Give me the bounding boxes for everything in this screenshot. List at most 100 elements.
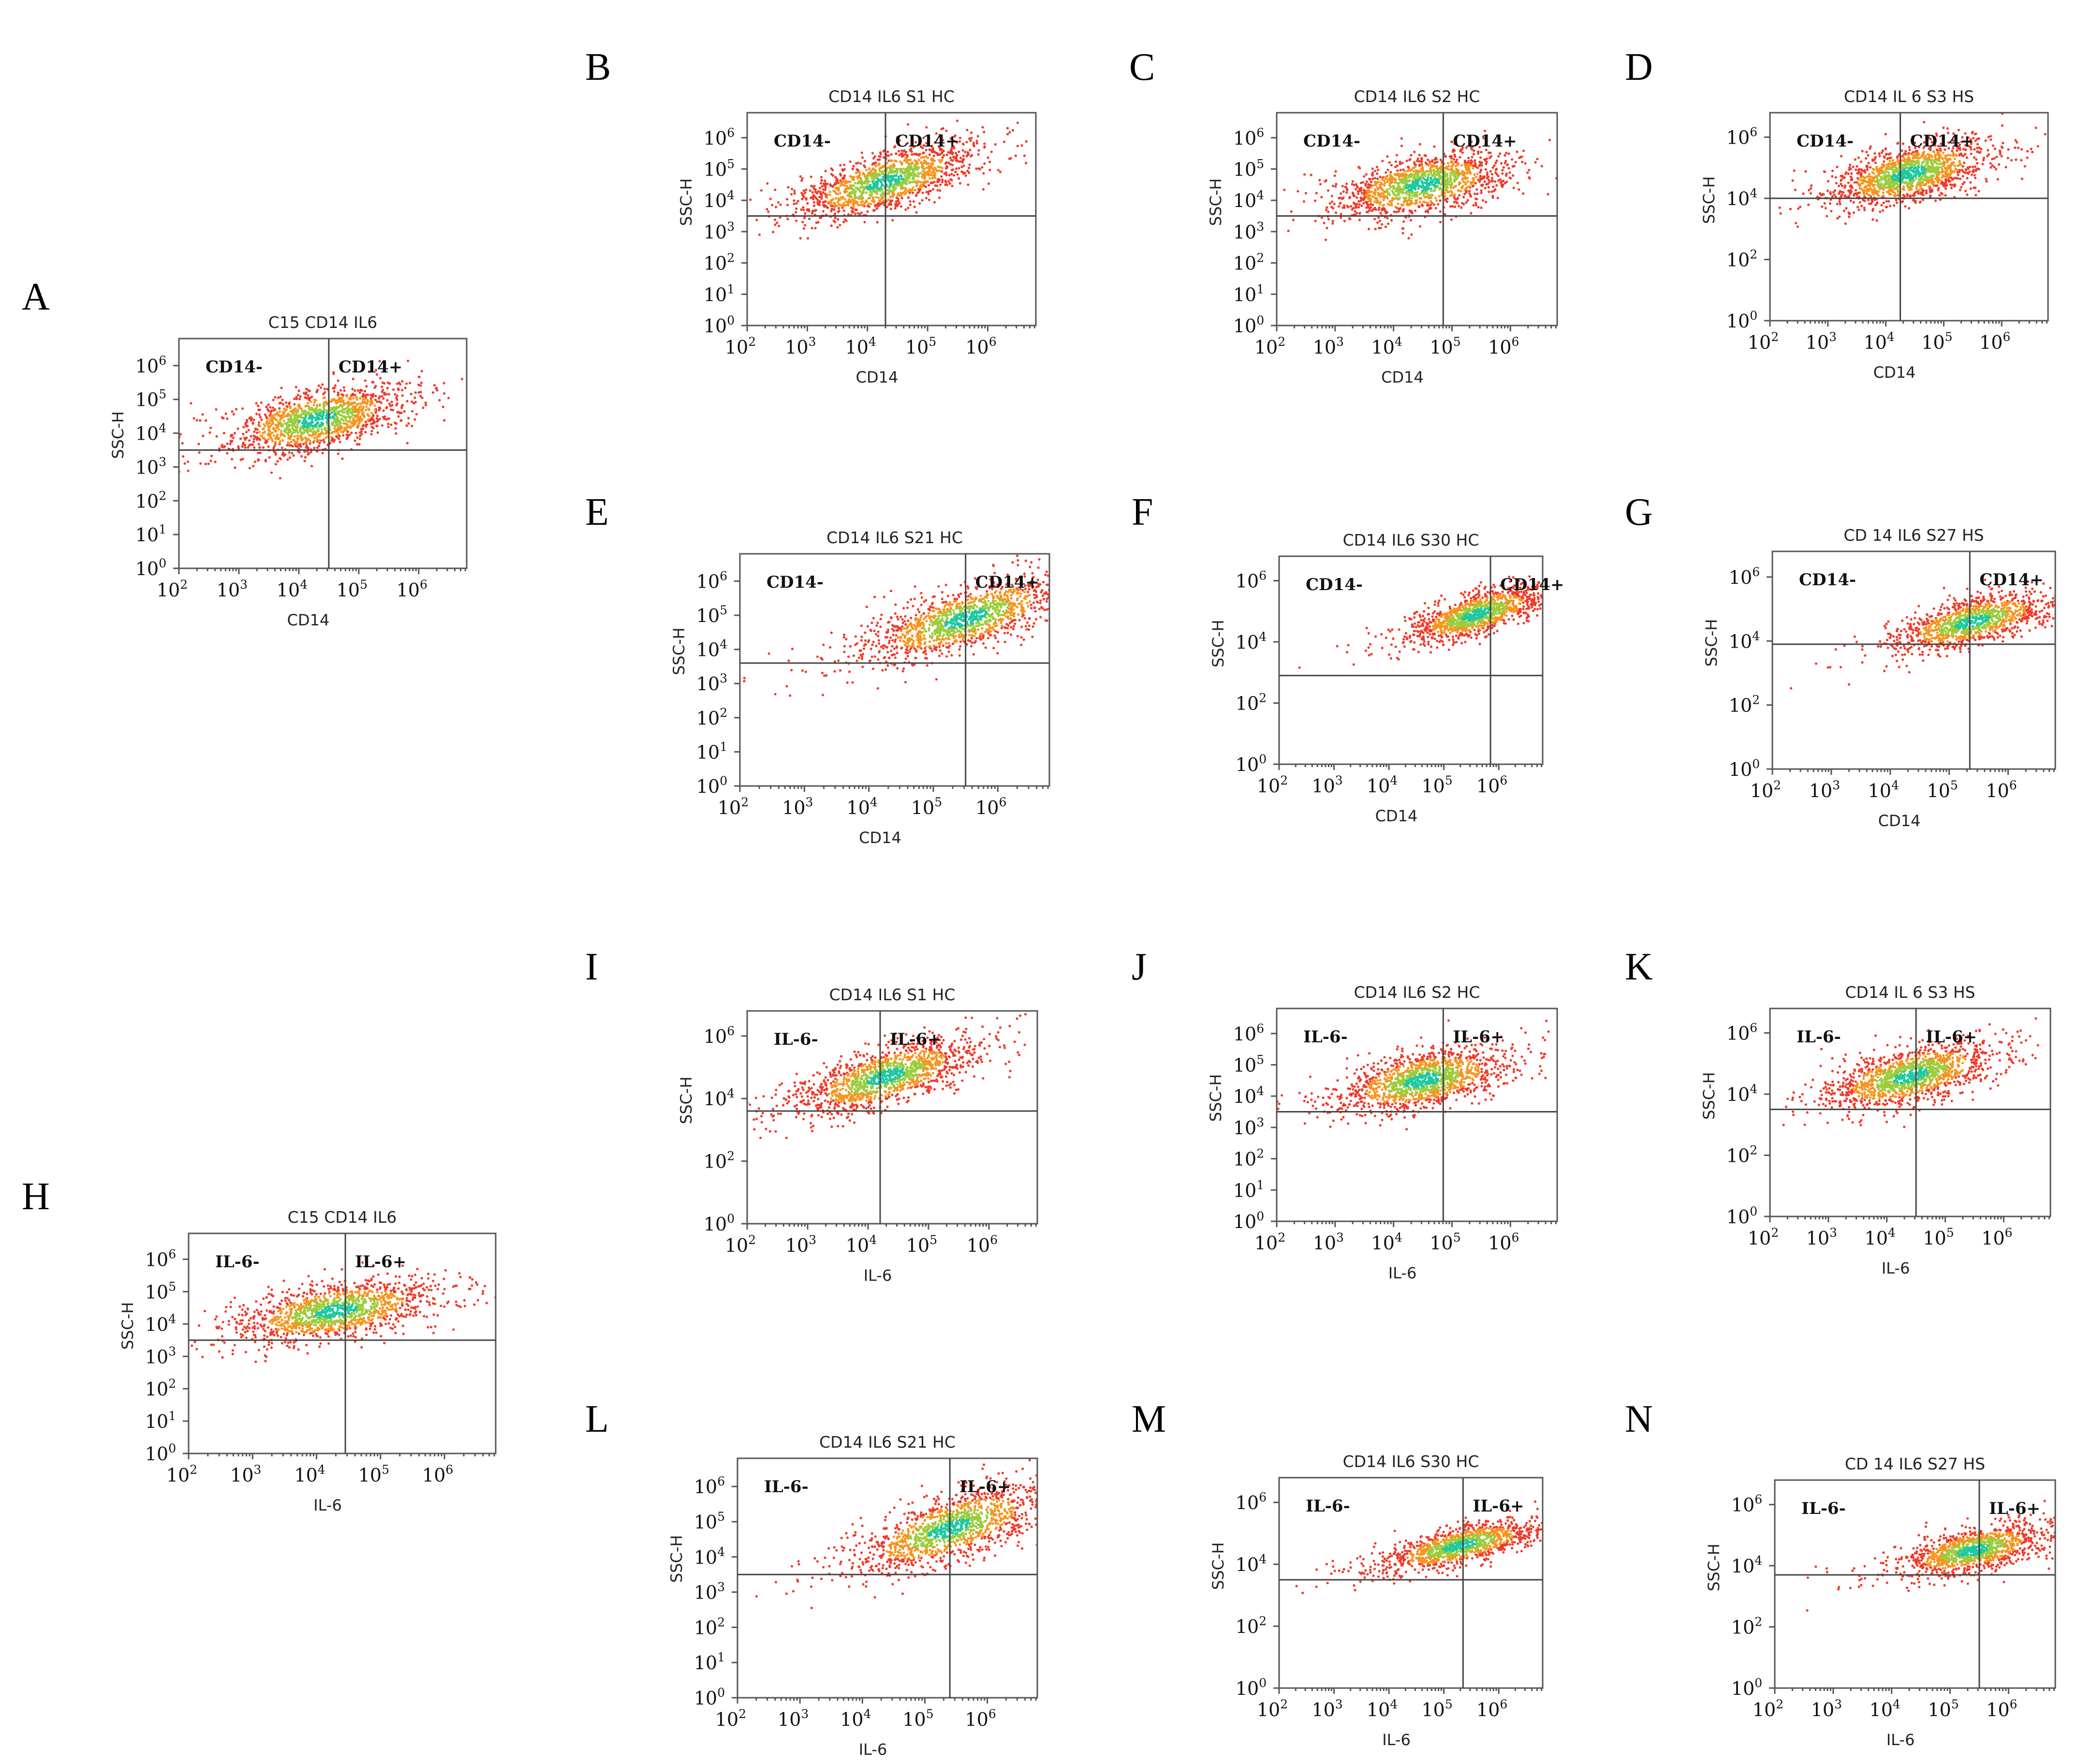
- event-dot: [1377, 168, 1380, 172]
- event-dot: [1922, 146, 1925, 149]
- event-dot: [832, 201, 835, 205]
- event-dot: [214, 460, 217, 463]
- event-dot: [933, 141, 936, 144]
- event-dot: [301, 421, 304, 424]
- event-dot: [1942, 126, 1945, 129]
- event-dot: [231, 458, 234, 460]
- event-dot: [1458, 181, 1461, 184]
- x-axis-label: CD14: [287, 611, 330, 629]
- event-dot: [1960, 140, 1963, 143]
- event-dot: [1420, 197, 1423, 200]
- event-dot: [836, 201, 840, 204]
- event-dot: [990, 150, 993, 153]
- event-dot: [280, 430, 283, 432]
- event-dot: [337, 452, 339, 455]
- event-dot: [435, 387, 438, 390]
- event-dots: [1277, 130, 1574, 241]
- y-tick-label: 101: [1233, 282, 1264, 305]
- event-dot: [872, 178, 875, 181]
- event-dot: [1374, 184, 1377, 187]
- event-dot: [183, 462, 186, 465]
- event-dot: [330, 411, 333, 414]
- event-dot: [285, 401, 288, 404]
- y-tick-label: 106: [1233, 126, 1264, 149]
- event-dot: [267, 417, 270, 420]
- event-dot: [1403, 188, 1406, 191]
- event-dot: [1395, 154, 1398, 157]
- event-dot: [1328, 202, 1331, 205]
- event-dot: [1354, 188, 1357, 191]
- event-dot: [362, 398, 365, 401]
- event-dot: [787, 186, 790, 189]
- event-dot: [1974, 139, 1977, 142]
- event-dot: [872, 196, 875, 199]
- event-dot: [241, 407, 244, 410]
- event-dot: [1489, 170, 1492, 173]
- event-dot: [403, 410, 406, 413]
- event-dot: [925, 196, 928, 199]
- event-dot: [868, 202, 870, 205]
- event-dot: [1864, 157, 1868, 160]
- event-dot: [1428, 160, 1431, 163]
- event-dot: [1919, 200, 1922, 203]
- event-dot: [375, 373, 379, 376]
- event-dot: [1810, 187, 1813, 190]
- event-dot: [899, 139, 901, 142]
- event-dot: [281, 425, 284, 428]
- event-dot: [915, 184, 918, 187]
- event-dot: [878, 158, 881, 161]
- event-dot: [316, 418, 319, 421]
- event-dot: [272, 406, 275, 409]
- panel-letter: D: [1625, 46, 1653, 89]
- event-dot: [970, 136, 973, 139]
- event-dot: [885, 162, 888, 164]
- event-dot: [667, 231, 669, 234]
- event-dot: [281, 451, 284, 454]
- event-dot: [2015, 158, 2018, 161]
- event-dot: [937, 169, 941, 172]
- event-dot: [811, 227, 813, 230]
- event-dot: [1884, 133, 1887, 135]
- event-dot: [1451, 205, 1454, 208]
- event-dot: [848, 198, 851, 201]
- event-dot: [302, 431, 305, 434]
- event-dot: [342, 386, 345, 389]
- event-dot: [939, 166, 942, 169]
- event-dot: [1368, 209, 1371, 212]
- event-dot: [935, 132, 938, 135]
- event-dot: [333, 427, 336, 430]
- event-dot: [241, 458, 244, 460]
- event-dot: [1843, 176, 1846, 179]
- event-dot: [915, 153, 918, 156]
- event-dot: [222, 417, 225, 420]
- event-dot: [936, 189, 939, 192]
- event-dot: [1360, 192, 1363, 194]
- event-dot: [339, 398, 342, 400]
- event-dot: [1451, 173, 1454, 176]
- event-dot: [822, 191, 825, 194]
- event-dot: [288, 456, 292, 459]
- event-dot: [365, 385, 368, 388]
- event-dot: [1469, 181, 1472, 184]
- y-tick-label: 100: [135, 556, 166, 579]
- event-dot: [512, 358, 515, 361]
- event-dot: [1358, 212, 1361, 215]
- event-dot: [1433, 173, 1436, 176]
- event-dot: [1377, 216, 1380, 219]
- event-dot: [1356, 203, 1358, 206]
- event-dot: [941, 156, 944, 159]
- event-dot: [356, 418, 359, 421]
- event-dot: [279, 418, 281, 421]
- event-dot: [1400, 203, 1403, 206]
- event-dot: [1969, 140, 1972, 143]
- event-dot: [1320, 196, 1323, 199]
- event-dot: [268, 421, 271, 424]
- event-dot: [1484, 187, 1487, 190]
- event-dot: [289, 407, 292, 410]
- event-dot: [1480, 189, 1483, 192]
- event-dot: [1474, 202, 1477, 205]
- event-dot: [1827, 180, 1829, 183]
- event-dot: [291, 424, 294, 428]
- event-dot: [258, 413, 261, 416]
- event-dot: [1571, 162, 1574, 164]
